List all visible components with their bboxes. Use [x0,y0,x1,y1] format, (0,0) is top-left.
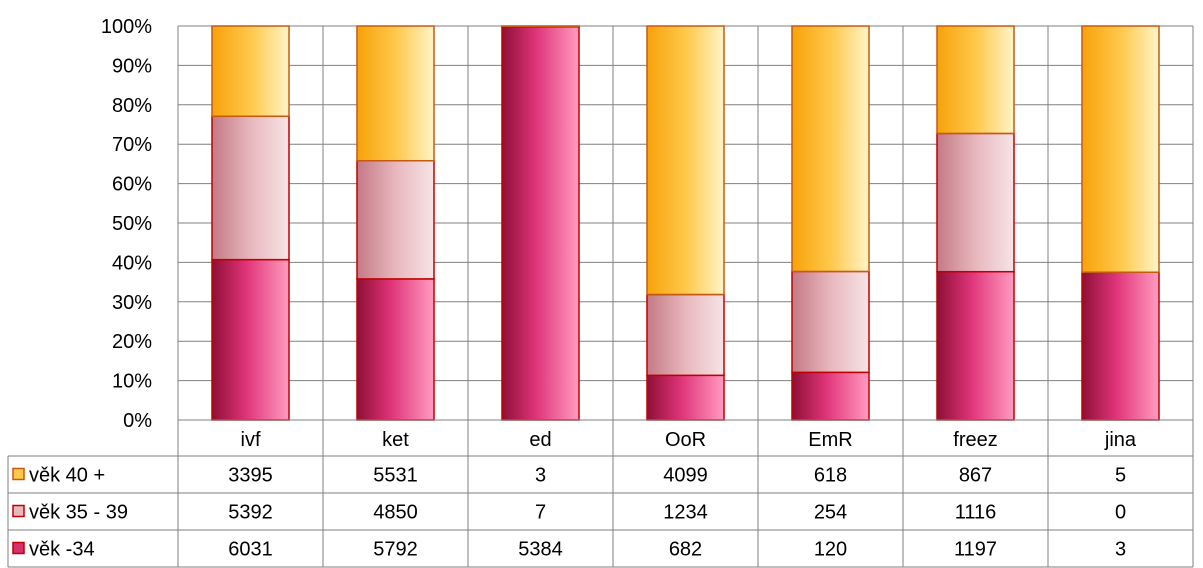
bar-segment [501,25,580,421]
bar-segment [356,278,435,421]
legend-label: věk 35 - 39 [29,502,128,524]
bar-segment [356,159,435,280]
y-axis: 0% 10% 20% 30% 40% 50% 60% 70% 80% 90% 100% [101,16,152,432]
table-cell-value: 120 [814,539,847,561]
table-cell-value: 3395 [228,465,273,487]
table-cell-value: 1197 [954,539,997,561]
table-cell-value: 682 [669,539,702,561]
bar-segment [646,25,725,296]
y-tick-label: 90% [112,55,152,77]
bars [211,25,1160,421]
bar-segment [1081,271,1160,421]
table-cell-value: 6031 [228,539,273,561]
data-table: ivf ket ed OoR EmR freez jina věk 40 + 3395 5531 3… [7,419,1194,568]
y-tick-label: 40% [112,252,152,274]
table-cell-value: 4099 [663,465,708,487]
legend-key [12,467,25,481]
y-tick-label: 0% [123,410,152,432]
bar-segment [646,374,725,421]
table-cell-value: 1234 [663,502,708,524]
bar-segment [791,270,870,374]
table-cell-value: 3 [535,465,546,487]
table-cell-value: 5531 [373,465,418,487]
category-label: EmR [808,429,852,451]
y-tick-label: 100% [101,16,152,38]
table-cell-value: 5792 [373,539,418,561]
bar-segment [791,25,870,273]
legend-label: věk 40 + [29,465,105,487]
table-cell-value: 0 [1115,502,1126,524]
table-cell-value: 4850 [373,502,418,524]
bar-segment [1081,25,1160,273]
bar-segment [211,258,290,421]
category-label: ket [382,429,409,451]
bar-segment [791,371,870,421]
category-label: freez [953,429,997,451]
table-cell-value: 254 [814,502,847,524]
table-cell-value: 618 [814,465,847,487]
bar-segment [936,132,1015,273]
y-tick-label: 60% [112,174,152,196]
y-tick-label: 70% [112,134,152,156]
table-cell-value: 5 [1115,465,1126,487]
bar-segment [936,25,1015,135]
category-label: ivf [241,429,261,451]
table-cell-value: 1116 [955,502,997,524]
y-tick-label: 30% [112,292,152,314]
category-label: jina [1104,429,1137,451]
table-cell-value: 3 [1115,539,1126,561]
table-cell-value: 5384 [518,539,563,561]
legend-key [12,541,25,555]
y-tick-label: 50% [112,213,152,235]
legend-key [12,504,25,518]
bar-segment [356,25,435,162]
table-cell-value: 5392 [228,502,273,524]
y-tick-label: 20% [112,331,152,353]
y-tick-label: 80% [112,95,152,117]
bar-segment [646,293,725,377]
table-cell-value: 7 [535,502,546,524]
category-label: ed [529,429,551,451]
y-tick-label: 10% [112,371,152,393]
bar-segment [936,270,1015,421]
category-label: OoR [665,429,706,451]
legend-label: věk -34 [29,539,95,561]
bar-segment [211,115,290,261]
table-cell-value: 867 [959,465,992,487]
bar-segment [211,25,290,118]
